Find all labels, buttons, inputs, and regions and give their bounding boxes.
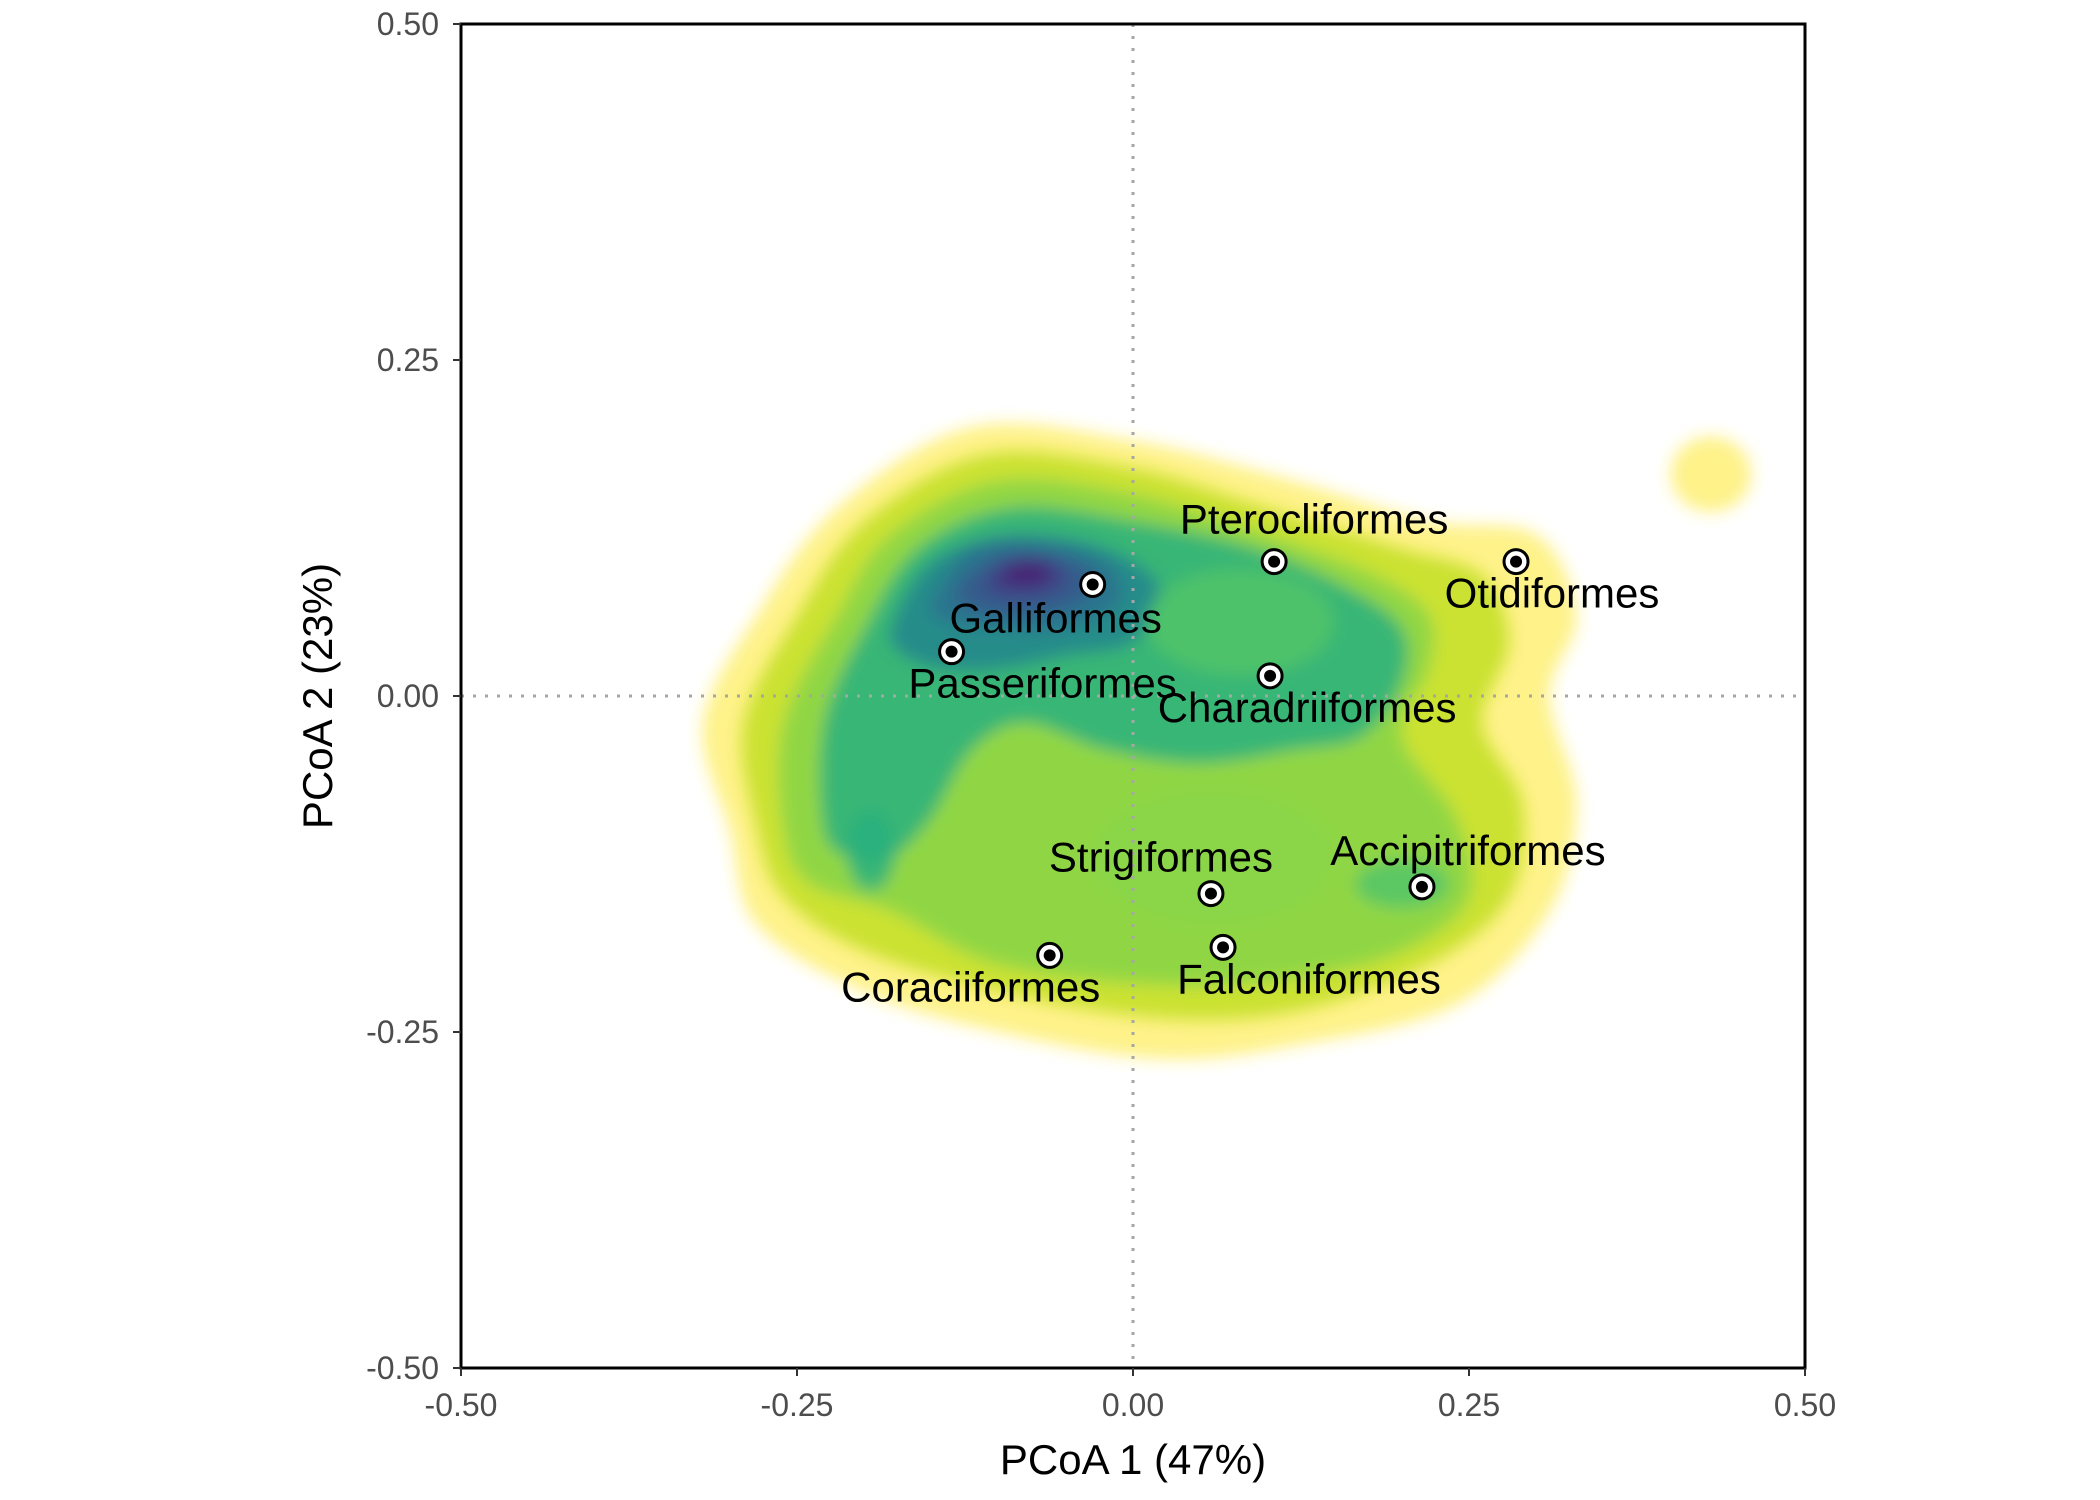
density-level-9: [998, 560, 1049, 587]
y-tick-label: 0.25: [377, 342, 439, 378]
point-label-coraciiformes: Coraciiformes: [841, 963, 1100, 1010]
y-tick-label: -0.50: [366, 1350, 439, 1386]
point-accipitriformes: [1408, 873, 1436, 901]
point-otidiformes: [1502, 548, 1530, 576]
density-pocket-right: [1670, 436, 1752, 512]
y-tick-label: 0.50: [377, 6, 439, 42]
point-falconiformes: [1209, 933, 1237, 961]
point-galliformes: [1079, 570, 1107, 598]
x-tick-label: -0.50: [425, 1387, 498, 1423]
point-label-otidiformes: Otidiformes: [1445, 570, 1660, 617]
point-charadriiformes: [1256, 662, 1284, 690]
y-tick-label: 0.00: [377, 678, 439, 714]
point-label-accipitriformes: Accipitriformes: [1330, 827, 1605, 874]
density-pocket-upper-center: [1146, 568, 1335, 676]
data-points: [938, 548, 1530, 969]
point-label-pterocliformes: Pterocliformes: [1180, 496, 1448, 543]
point-label-passeriformes: Passeriformes: [908, 660, 1176, 707]
point-label-falconiformes: Falconiformes: [1177, 955, 1441, 1002]
y-tick-label: -0.25: [366, 1014, 439, 1050]
x-tick-label: 0.50: [1774, 1387, 1836, 1423]
x-axis-title: PCoA 1 (47%): [1000, 1436, 1266, 1483]
point-strigiformes: [1197, 880, 1225, 908]
point-label-galliformes: Galliformes: [949, 594, 1161, 641]
density-pocket-center: [1092, 790, 1335, 925]
point-passeriformes: [938, 638, 966, 666]
reference-lines: [461, 24, 1805, 1368]
y-axis-title: PCoA 2 (23%): [294, 563, 341, 829]
point-coraciiformes: [1036, 941, 1064, 969]
point-label-strigiformes: Strigiformes: [1049, 834, 1273, 881]
point-pterocliformes: [1260, 548, 1288, 576]
density-contours: [702, 423, 1752, 1060]
x-tick-label: 0.25: [1438, 1387, 1500, 1423]
x-tick-label: -0.25: [761, 1387, 834, 1423]
density-pocket-left: [846, 810, 896, 891]
point-labels: Pterocliformes Otidiformes Galliformes Pass…: [841, 496, 1659, 1011]
y-axis-ticks: 0.50 0.25 0.00 -0.25 -0.50: [366, 6, 461, 1386]
point-label-charadriiformes: Charadriiformes: [1158, 684, 1457, 731]
x-tick-label: 0.00: [1102, 1387, 1164, 1423]
x-axis-ticks: -0.50 -0.25 0.00 0.25 0.50: [425, 1368, 1836, 1423]
